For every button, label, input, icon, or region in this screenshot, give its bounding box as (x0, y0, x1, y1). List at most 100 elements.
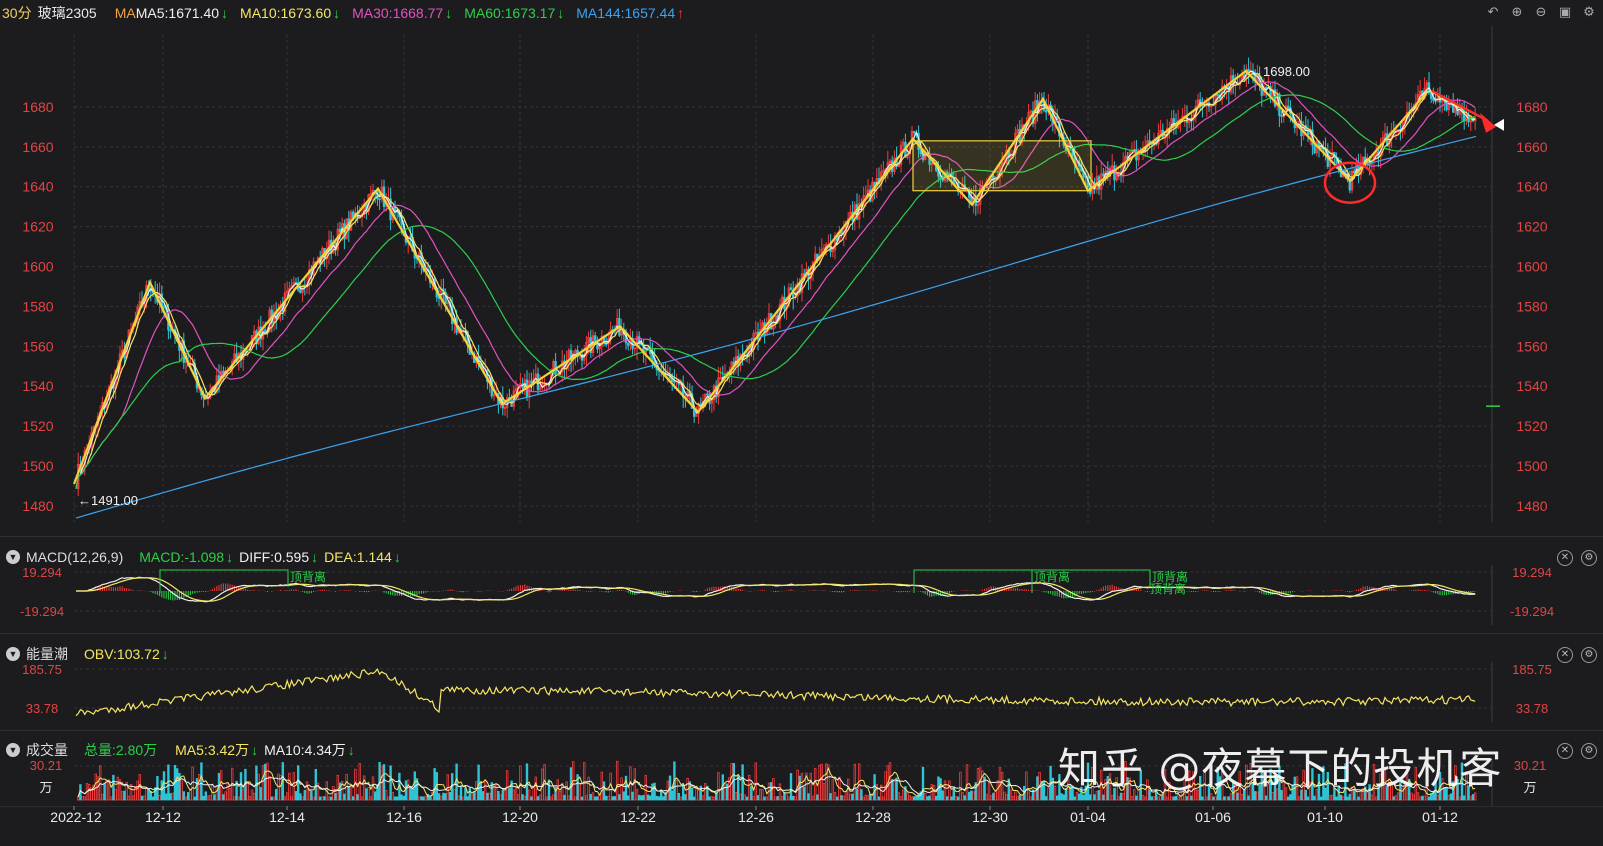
volume-bar (1410, 792, 1413, 801)
zoom-in-icon[interactable]: ⊕ (1511, 4, 1523, 19)
volume-bar (195, 778, 199, 801)
volume-bar (118, 779, 122, 801)
close-icon[interactable]: ✕ (1557, 743, 1573, 759)
volume-bar (662, 796, 665, 801)
volume-bar (1309, 781, 1312, 801)
volume-bar (963, 795, 967, 801)
volume-bar (818, 764, 821, 801)
volume-bar (1291, 784, 1294, 801)
volume-bar (376, 784, 379, 801)
volume-bar (726, 783, 729, 801)
undo-icon[interactable]: ↶ (1487, 4, 1499, 19)
y-tick-left: 1640 (22, 179, 53, 195)
volume-bar (1229, 793, 1233, 801)
candle-body (800, 273, 804, 293)
volume-bar (222, 794, 225, 801)
volume-bar (880, 784, 883, 801)
volume-bar (781, 795, 784, 801)
volume-bar (589, 793, 593, 801)
candle-body (567, 349, 571, 363)
volume-header: ▼ 成交量 总量:2.80万 MA5:3.42万 ↓ MA10:4.34万 ↓ (0, 740, 1603, 760)
volume-bar (274, 789, 278, 801)
volume-bar (1020, 796, 1024, 801)
volume-bar (140, 795, 144, 801)
settings-icon[interactable]: ⚙ (1581, 550, 1597, 566)
volume-bar (1419, 796, 1422, 801)
volume-bar (580, 796, 584, 801)
candle-body (930, 162, 934, 165)
volume-bar (899, 796, 903, 801)
candle-body (1159, 129, 1162, 134)
close-icon[interactable]: ✕ (1557, 647, 1573, 663)
ma-arrow-3: ↓ (557, 5, 565, 21)
volume-bar (959, 771, 962, 801)
collapse-volume-icon[interactable]: ▼ (6, 743, 20, 757)
volume-bar (554, 786, 557, 801)
volume-bar (479, 780, 483, 801)
volume-bar (1170, 796, 1173, 801)
candle-body (222, 370, 225, 374)
symbol-label[interactable]: 玻璃2305 (37, 5, 97, 21)
settings-icon[interactable]: ⚙ (1583, 4, 1595, 19)
zoom-out-icon[interactable]: ⊖ (1535, 4, 1547, 19)
volume-bar (1029, 796, 1033, 801)
volume-bar (805, 772, 808, 801)
volume-bar (1067, 779, 1070, 801)
volume-bar (127, 795, 131, 801)
volume-bar (836, 796, 839, 801)
price-chart[interactable]: 1680 1680 1660 1660 1640 1640 1620 1620 1600 1600… (0, 26, 1603, 536)
volume-bar (816, 794, 819, 801)
diff-down-arrow: ↓ (311, 549, 319, 565)
volume-bar (928, 795, 931, 801)
volume-bar (1236, 792, 1239, 801)
volume-bar (1223, 796, 1226, 801)
volume-bar (1194, 789, 1198, 801)
volume-name: 成交量 (26, 742, 68, 758)
obv-header: ▼ 能量潮 OBV:103.72 ↓ (0, 644, 1603, 664)
candle-body (519, 383, 522, 386)
divergence-label: 顶背离 (1034, 569, 1070, 584)
volume-bar (457, 795, 461, 801)
volume-bar (164, 793, 168, 801)
volume-bar (1025, 771, 1028, 801)
period-label[interactable]: 30分 (2, 5, 32, 21)
layout-icon[interactable]: ▣ (1558, 4, 1572, 19)
volume-bar (820, 763, 824, 801)
volume-bar (904, 786, 907, 801)
volume-bar (483, 779, 487, 801)
volume-bar (1315, 789, 1319, 801)
x-tick-label: 12-30 (972, 809, 1008, 825)
obv-tick-left: 33.78 (26, 701, 59, 716)
volume-bar (1212, 796, 1215, 801)
candle-body (514, 388, 518, 392)
volume-bar (556, 779, 560, 801)
volume-ma10-arrow: ↓ (347, 742, 355, 758)
volume-bar (134, 786, 137, 801)
volume-bar (1190, 795, 1193, 801)
collapse-obv-icon[interactable]: ▼ (6, 647, 20, 661)
volume-bar (677, 792, 681, 801)
volume-bar (301, 796, 304, 801)
volume-bar (1108, 773, 1112, 801)
volume-chart[interactable]: 30.21 30.21 万 万 (0, 758, 1603, 806)
volume-ma10-line (77, 775, 1476, 797)
volume-bar (1269, 768, 1272, 801)
collapse-macd-icon[interactable]: ▼ (6, 550, 20, 564)
volume-bar (787, 796, 791, 801)
close-icon[interactable]: ✕ (1557, 550, 1573, 566)
volume-bar (558, 790, 562, 801)
volume-bar (1467, 785, 1470, 801)
settings-icon[interactable]: ⚙ (1581, 743, 1597, 759)
volume-bar (270, 796, 274, 801)
volume-bar (532, 787, 535, 801)
volume-bar (1117, 796, 1121, 801)
volume-bar (107, 779, 111, 801)
volume-bar (323, 796, 326, 801)
volume-bar (1280, 789, 1283, 801)
obv-chart[interactable]: 185.75 185.75 33.78 33.78 (0, 662, 1603, 722)
volume-bar (266, 762, 269, 801)
settings-icon[interactable]: ⚙ (1581, 647, 1597, 663)
volume-bar (1326, 771, 1330, 801)
volume-bar (1436, 794, 1440, 801)
